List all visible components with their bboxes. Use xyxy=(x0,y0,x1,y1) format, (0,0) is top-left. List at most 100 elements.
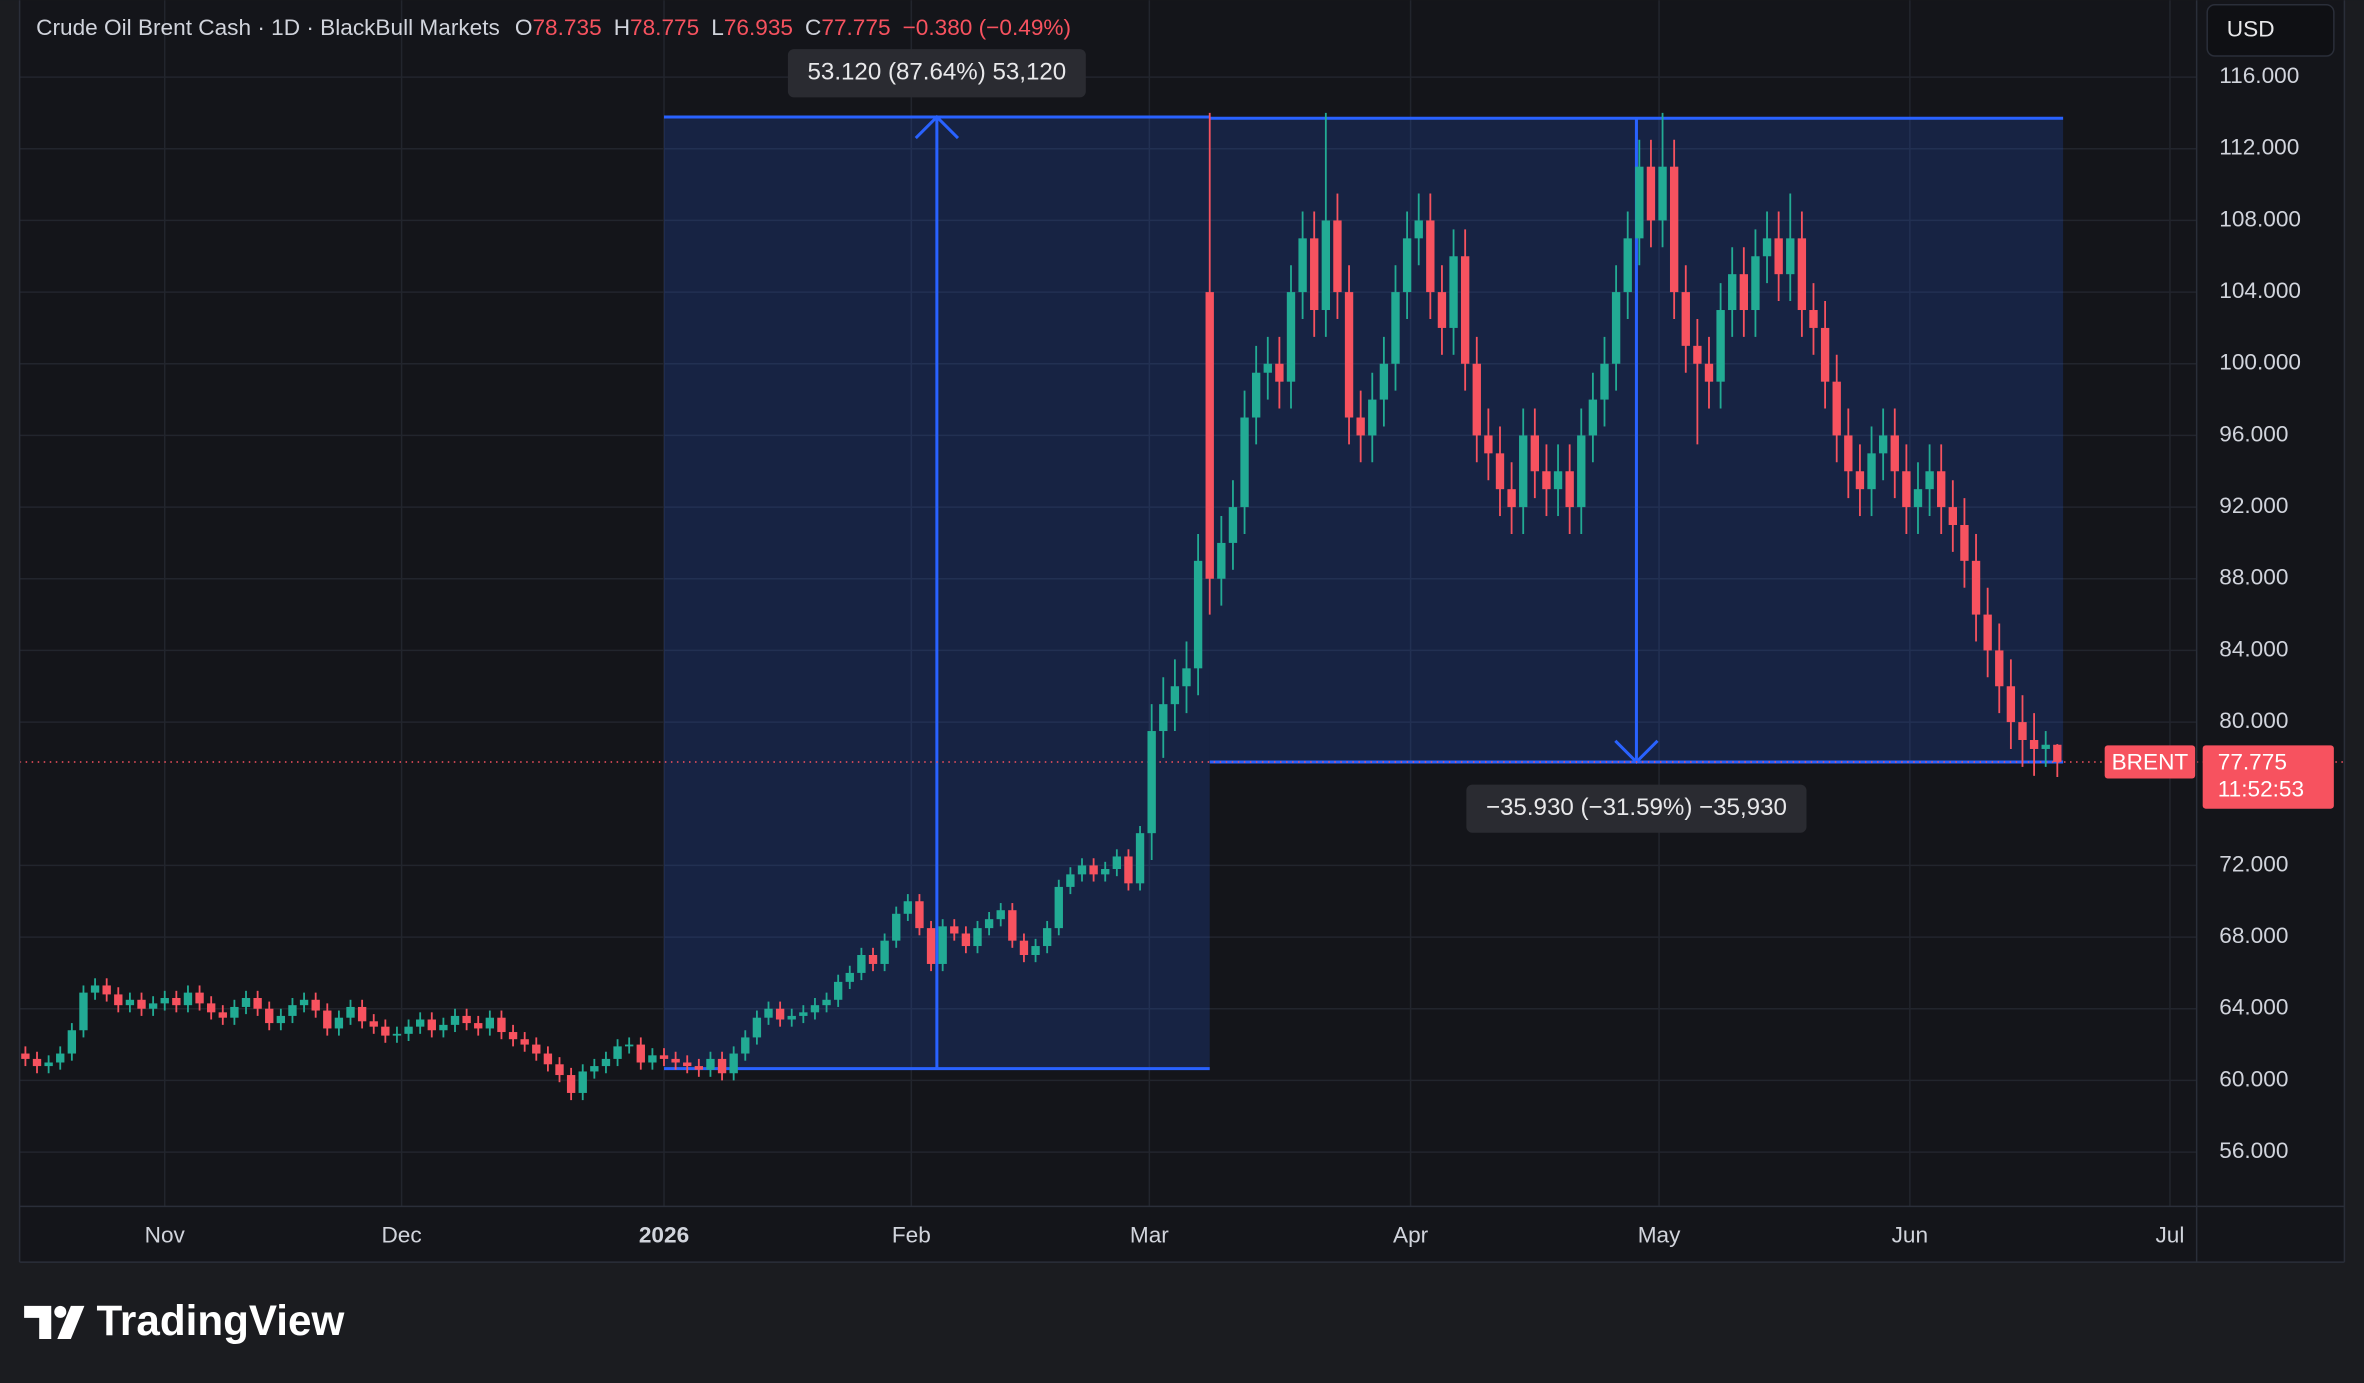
candle-body xyxy=(195,992,204,1004)
candle-body xyxy=(741,1037,750,1054)
candle-body xyxy=(1402,238,1412,293)
candle-body xyxy=(938,926,947,964)
candle-body xyxy=(1611,292,1621,364)
candle-body xyxy=(996,910,1005,920)
candle-body xyxy=(21,1053,30,1059)
candle-body xyxy=(32,1058,42,1067)
candle-body xyxy=(1809,310,1818,328)
y-tick-label: 96.000 xyxy=(2219,421,2288,446)
candle-body xyxy=(1251,372,1261,418)
candle-body xyxy=(555,1064,564,1076)
x-tick-label: 2026 xyxy=(639,1222,689,1247)
ohlc-letter: C xyxy=(805,15,821,40)
countdown-label: 11:52:53 xyxy=(2218,777,2304,802)
currency-button[interactable] xyxy=(2206,4,2335,57)
x-tick-label: Mar xyxy=(1130,1222,1169,1247)
candle-body xyxy=(973,928,982,947)
candle-body xyxy=(1774,238,1783,275)
candle-body xyxy=(717,1058,727,1074)
candle-body xyxy=(1902,471,1911,508)
candle-body xyxy=(1449,256,1458,328)
y-tick-label: 112.000 xyxy=(2219,135,2299,160)
candle-body xyxy=(160,997,169,1004)
candle-body xyxy=(1995,650,2004,687)
x-tick-label: Dec xyxy=(381,1222,421,1247)
candle-body xyxy=(1310,238,1319,311)
candle-body xyxy=(787,1015,796,1020)
candle-body xyxy=(1031,946,1040,955)
candle-body xyxy=(1844,435,1853,472)
candle-body xyxy=(1983,614,1992,651)
candle-body xyxy=(1530,435,1540,472)
currency-label[interactable]: USD xyxy=(2227,16,2275,41)
candle-body xyxy=(334,1017,344,1029)
brand: TradingView xyxy=(96,1297,344,1344)
ohlc-value: 77.775 xyxy=(821,15,890,40)
candle-body xyxy=(1925,471,1934,490)
y-tick-label: 72.000 xyxy=(2219,851,2288,876)
candle-body xyxy=(1623,238,1632,293)
candle-body xyxy=(1565,471,1574,508)
candle-body xyxy=(1878,435,1888,454)
candle-body xyxy=(1437,292,1447,328)
overlays xyxy=(19,114,2345,1071)
candle-body xyxy=(984,919,994,929)
candle-body xyxy=(2029,740,2039,749)
candle-body xyxy=(1890,435,1899,472)
candle-body xyxy=(636,1044,645,1063)
candle-body xyxy=(1704,363,1714,382)
candle-body xyxy=(566,1075,576,1093)
y-tick-label: 92.000 xyxy=(2219,493,2288,518)
price-label: 77.775 xyxy=(2218,749,2287,774)
candle-body xyxy=(207,1003,216,1013)
candle-body xyxy=(357,1006,367,1022)
candle-body xyxy=(253,997,262,1009)
ohlc-value: 78.735 xyxy=(532,15,601,40)
candle-body xyxy=(1460,256,1470,364)
y-tick-label: 116.000 xyxy=(2219,63,2299,88)
candle-body xyxy=(474,1023,483,1029)
candle-body xyxy=(590,1066,599,1072)
candle-body xyxy=(137,999,146,1009)
candle-body xyxy=(857,954,866,973)
candle-body xyxy=(1414,220,1423,239)
candle-body xyxy=(810,1005,820,1013)
candle-body xyxy=(1519,435,1528,508)
candle-body xyxy=(1797,238,1807,311)
logo-icon xyxy=(57,1305,85,1340)
candle-body xyxy=(1658,166,1667,221)
candle-body xyxy=(1553,471,1563,490)
change-label: −0.380 (−0.49%) xyxy=(903,15,1071,40)
candle-body xyxy=(822,999,831,1006)
symbol-label-bg xyxy=(2104,745,2196,779)
x-tick-label: Apr xyxy=(1393,1222,1429,1247)
y-tick-label: 60.000 xyxy=(2219,1066,2288,1091)
candle-body xyxy=(404,1026,413,1034)
candle-body xyxy=(1716,310,1725,382)
candle-body xyxy=(218,1012,227,1018)
candle-body xyxy=(1635,166,1644,239)
candle-body xyxy=(833,981,843,1000)
candle-body xyxy=(381,1026,390,1036)
labels: 56.000 60.000 64.000 68.000 72.000 80.000 84.0… xyxy=(145,49,2334,1247)
candle-body xyxy=(485,1017,495,1029)
candle-body xyxy=(1275,363,1284,382)
candle-body xyxy=(1832,381,1841,436)
chart-pane xyxy=(19,0,2345,1263)
candle-body xyxy=(230,1006,239,1018)
x-tick-label: Feb xyxy=(892,1222,931,1247)
candle-body xyxy=(1646,166,1656,221)
candle-body xyxy=(799,1012,808,1016)
candle-body xyxy=(1077,865,1087,875)
candle-body xyxy=(845,972,854,982)
ohlc-letter: L xyxy=(711,15,724,40)
candle-body xyxy=(1542,471,1551,490)
chart-header: Crude Oil Brent Cash · 1D · BlackBull Ma… xyxy=(36,15,1071,40)
candle-body xyxy=(1762,238,1772,257)
candle-body xyxy=(1286,292,1296,382)
candle-body xyxy=(114,994,123,1006)
y-tick-label: 108.000 xyxy=(2219,206,2301,231)
candle-body xyxy=(2018,722,2027,741)
logo: TradingView xyxy=(24,1297,344,1344)
